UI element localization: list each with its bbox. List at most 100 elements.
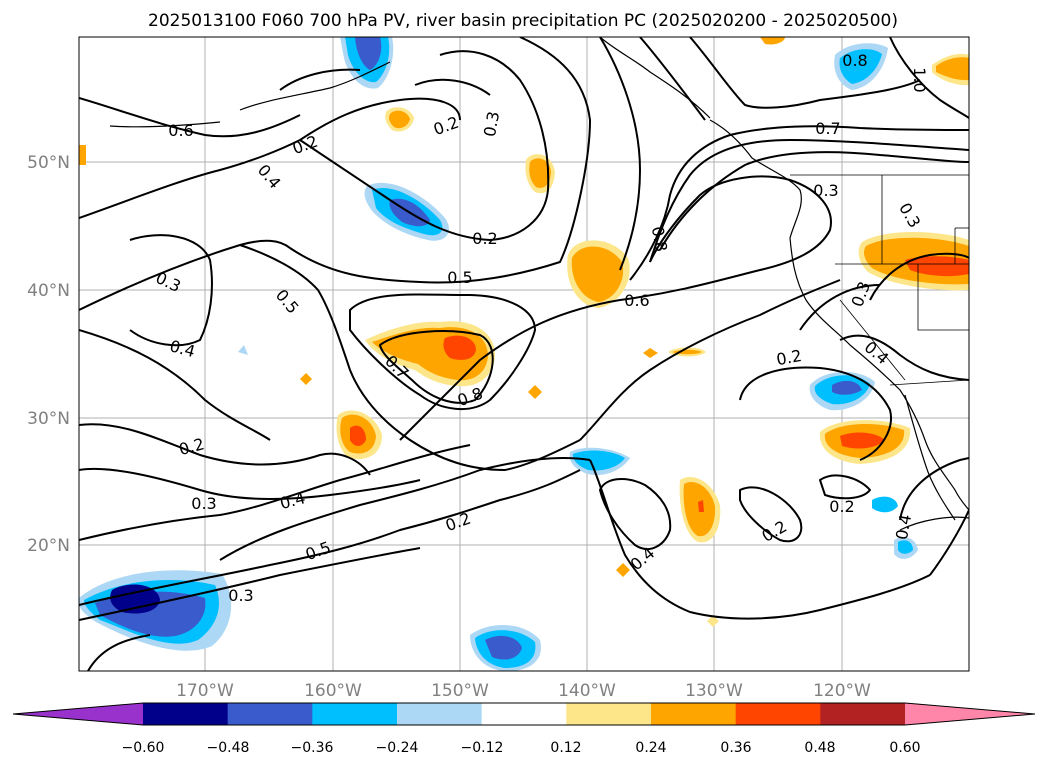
pv-contour-line	[239, 244, 581, 471]
pv-contour-line	[819, 474, 871, 500]
contour-label: 0.3	[191, 494, 216, 513]
precip-patch-mid-blue	[355, 37, 382, 70]
precip-patch-orange	[760, 37, 785, 45]
precip-patch-red-orange	[350, 425, 366, 446]
colorbar-tick-label: 0.60	[889, 740, 920, 756]
coastline-north-america	[709, 119, 969, 511]
contour-label: 1.0	[910, 67, 929, 92]
contour-label: 0.3	[480, 110, 503, 138]
lat-tick-label: 20°N	[27, 536, 70, 556]
lon-tick-label: 140°W	[558, 681, 616, 701]
pv-contour-line	[79, 444, 471, 541]
pv-contour-line	[219, 457, 591, 561]
colorbar-tick-label: 0.24	[635, 740, 666, 756]
map-frame	[78, 36, 970, 672]
pv-contour-line	[839, 334, 969, 381]
lon-tick-label: 150°W	[431, 681, 489, 701]
lat-tick-label: 50°N	[27, 153, 70, 173]
colorbar-segment	[397, 703, 483, 725]
colorbar-tick-label: −0.12	[461, 740, 504, 756]
contour-label: 0.8	[842, 51, 867, 70]
contour-label: 0.2	[775, 346, 803, 369]
pv-contour-line	[349, 293, 536, 411]
pv-contour-line	[599, 478, 672, 550]
precip-patch-red-orange	[905, 256, 969, 277]
border-us-mexico	[889, 379, 969, 386]
contour-label: 0.6	[168, 121, 193, 140]
longitude-tick-labels: 170°W 160°W 150°W 140°W 130°W 120°W	[176, 681, 871, 701]
contour-label: 0.8	[648, 225, 671, 253]
pv-contour-line	[129, 234, 213, 347]
precip-patch-light-blue	[238, 345, 248, 355]
precip-patch-orange	[643, 348, 658, 358]
colorbar-tick-label: −0.24	[376, 740, 419, 756]
pv-contour-line	[599, 37, 641, 271]
precip-patch-mid-blue	[832, 380, 862, 395]
pv-contour-line	[79, 97, 301, 138]
lon-tick-label: 130°W	[685, 681, 743, 701]
pv-contour-line	[739, 366, 892, 461]
pv-contour-line	[79, 547, 421, 621]
precip-patch-orange	[529, 158, 551, 188]
precip-patch-yellow	[707, 615, 719, 627]
colorbar-extend-low	[13, 703, 143, 725]
precip-patch-red-orange	[443, 335, 476, 360]
map-area: 0.6 0.4 0.2 0.2 0.3 0.2 0.8 1.0 0.7 0.3 …	[27, 36, 970, 701]
contour-labels: 0.6 0.4 0.2 0.2 0.3 0.2 0.8 1.0 0.7 0.3 …	[153, 51, 929, 605]
precip-patch-orange	[528, 385, 542, 399]
contour-label: 0.5	[447, 268, 472, 287]
pv-contour-line	[799, 284, 881, 331]
pv-contour-line	[414, 78, 491, 96]
colorbar-segment	[312, 703, 398, 725]
precip-patch-orange	[571, 246, 624, 302]
pv-contour-line	[279, 68, 361, 91]
pv-contour-line	[87, 634, 151, 671]
contour-label: 0.7	[815, 119, 840, 138]
pv-contour-line	[929, 509, 969, 576]
colorbar-segment	[143, 703, 229, 725]
precip-patch-orange	[79, 145, 86, 165]
lat-tick-label: 40°N	[27, 281, 70, 301]
lon-tick-label: 120°W	[813, 681, 871, 701]
precip-patch-orange	[616, 563, 630, 577]
pv-contour-line	[639, 37, 706, 121]
pv-contour-line	[79, 423, 371, 476]
precip-patch-red-orange	[698, 500, 704, 512]
precip-patch-orange	[389, 110, 410, 129]
lon-tick-label: 170°W	[176, 681, 234, 701]
pv-contour-line	[79, 469, 581, 606]
pv-contour-line	[689, 37, 921, 109]
colorbar-tick-label: −0.36	[291, 740, 334, 756]
colorbar-tick-labels: −0.60 −0.48 −0.36 −0.24 −0.12 0.12 0.24 …	[122, 740, 921, 756]
precip-patch-mid-blue	[485, 635, 522, 660]
precip-patch-blue	[872, 496, 898, 513]
coastline-alaska	[599, 37, 711, 119]
precip-patch-blue	[572, 450, 625, 471]
pv-contour-line	[649, 139, 969, 263]
contour-label: 0.2	[829, 497, 854, 516]
colorbar-segment	[735, 703, 821, 725]
pv-contour-line	[869, 252, 969, 301]
precip-patch-blue	[898, 540, 913, 554]
border-california-nevada	[839, 299, 906, 381]
colorbar-tick-label: 0.12	[550, 740, 581, 756]
pv-contour-line	[299, 50, 550, 241]
contour-label: 0.6	[624, 291, 649, 310]
pv-contour-line	[589, 459, 931, 620]
contour-label: 0.3	[813, 181, 838, 200]
precip-patch-red-orange	[840, 432, 885, 449]
latitude-tick-labels: 50°N 40°N 30°N 20°N	[27, 153, 70, 556]
state-borders	[790, 174, 969, 386]
colorbar-segment	[651, 703, 737, 725]
coastline-mexico	[899, 516, 969, 531]
contour-label: 0.3	[228, 586, 253, 605]
border-state	[917, 264, 969, 331]
lat-tick-label: 30°N	[27, 409, 70, 429]
colorbar-segments	[13, 703, 1035, 725]
figure-title: 2025013100 F060 700 hPa PV, river basin …	[148, 11, 898, 31]
coastline-aleutian-islands	[239, 61, 391, 111]
pv-contour-line	[629, 125, 969, 281]
colorbar-segment	[566, 703, 652, 725]
colorbar: −0.60 −0.48 −0.36 −0.24 −0.12 0.12 0.24 …	[12, 702, 1036, 756]
